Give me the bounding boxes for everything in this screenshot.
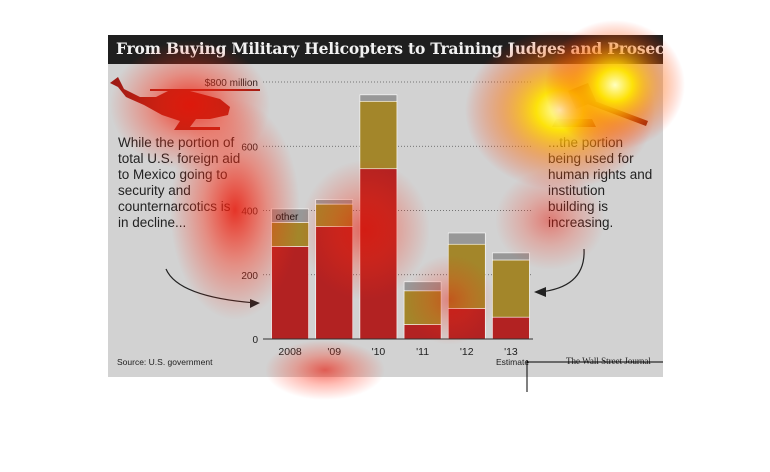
y-tick-label: 0	[252, 335, 258, 346]
x-tick-label: '13	[504, 346, 518, 358]
credit-label: The Wall Street Journal	[566, 356, 651, 366]
bar-segment	[447, 232, 486, 245]
estimate-note: Estimate	[496, 357, 530, 367]
x-tick-label: '11	[416, 346, 429, 358]
source-note: Source: U.S. government	[117, 357, 213, 367]
right-arrowhead	[534, 287, 546, 297]
bar-segment	[359, 94, 398, 102]
x-tick-label: '12	[460, 346, 474, 358]
bar-segment	[359, 100, 398, 170]
